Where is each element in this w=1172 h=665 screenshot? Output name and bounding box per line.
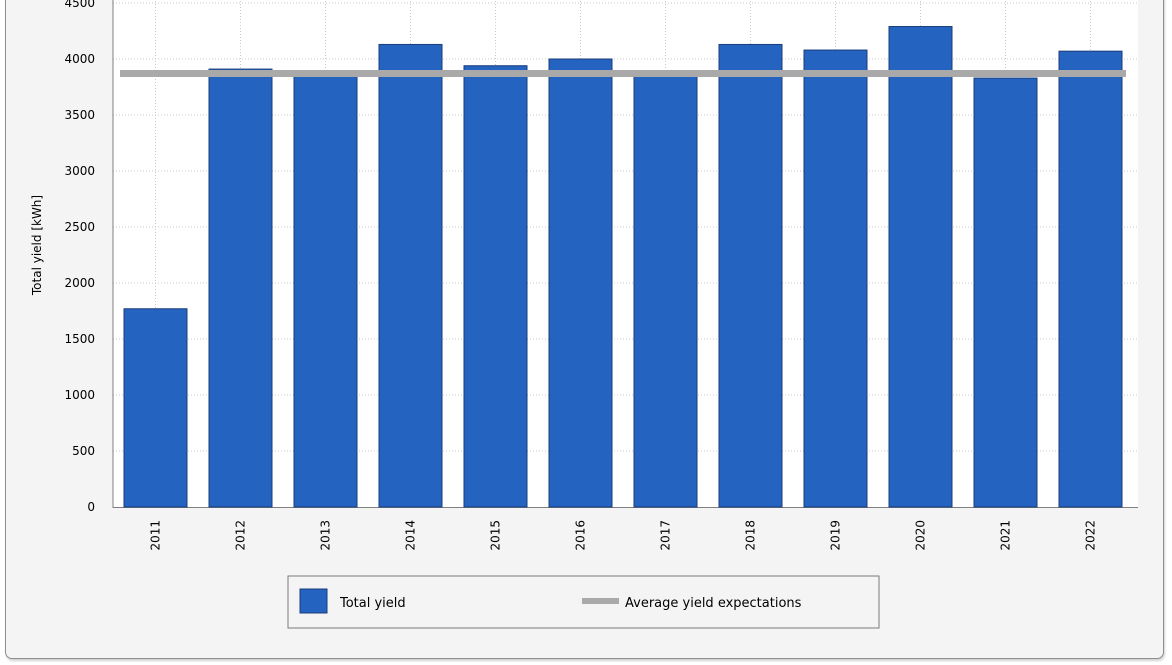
x-tick-label: 2011 (149, 520, 163, 551)
legend: Total yield Average yield expectations (287, 575, 880, 629)
x-tick-label: 2018 (744, 520, 758, 551)
x-tick-label: 2017 (659, 520, 673, 551)
x-tick-label: 2019 (829, 520, 843, 551)
bars-layer (123, 26, 1123, 508)
y-tick-label: 0 (87, 500, 95, 514)
x-tick-labels: 2011 2012 2013 2014 2015 2016 2017 2018 2019 2020… (149, 520, 1098, 551)
legend-swatch-average-yield (582, 598, 619, 604)
bar-2011 (123, 308, 188, 508)
legend-swatch-total-yield (299, 588, 328, 614)
x-tick-label: 2015 (489, 520, 503, 551)
x-tick-label: 2020 (914, 520, 928, 551)
x-tick-label: 2016 (574, 520, 588, 551)
x-tick-label: 2021 (999, 520, 1013, 551)
y-tick-label: 3000 (64, 164, 95, 178)
bar-2017 (633, 71, 698, 508)
plot-background (113, 0, 1138, 507)
y-tick-labels: 0 500 1000 1500 2000 2500 3000 3500 4000 4500 (64, 0, 95, 514)
bar-2018 (718, 43, 783, 508)
bar-2015 (463, 65, 528, 508)
x-tick-label: 2013 (319, 520, 333, 551)
bar-2013 (293, 75, 358, 508)
bar-2012 (208, 68, 273, 508)
bar-2019 (803, 49, 868, 508)
y-tick-label: 4000 (64, 52, 95, 66)
y-axis-title: Total yield [kWh] (30, 195, 44, 296)
grid-layer (113, 0, 1138, 507)
legend-label-total-yield: Total yield (339, 596, 406, 611)
x-tick-label: 2014 (404, 520, 418, 551)
legend-label-average-yield: Average yield expectations (625, 596, 802, 611)
bar-2021 (973, 77, 1038, 508)
y-tick-label: 4500 (64, 0, 95, 10)
bar-2016 (548, 58, 613, 508)
x-tick-label: 2022 (1084, 520, 1098, 551)
y-tick-label: 2500 (64, 220, 95, 234)
bar-2022 (1058, 50, 1123, 508)
y-tick-label: 1500 (64, 332, 95, 346)
y-tick-label: 500 (72, 444, 95, 458)
y-tick-label: 3500 (64, 108, 95, 122)
x-tick-label: 2012 (234, 520, 248, 551)
bar-2020 (888, 26, 953, 508)
y-tick-label: 2000 (64, 276, 95, 290)
plot-frame (112, 0, 1138, 508)
y-tick-label: 1000 (64, 388, 95, 402)
bar-2014 (378, 43, 443, 508)
